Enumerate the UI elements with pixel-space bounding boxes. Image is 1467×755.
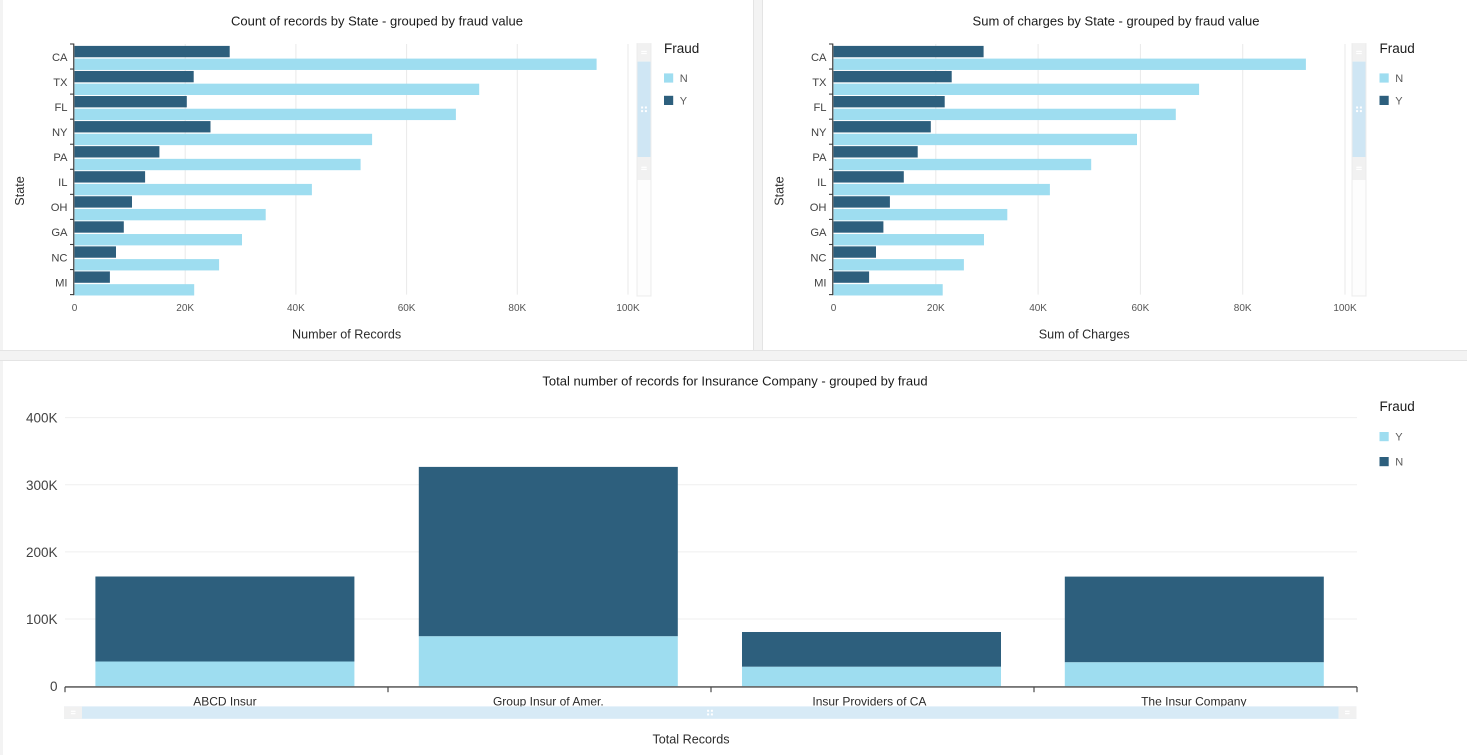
svg-text:Y: Y <box>1395 95 1403 107</box>
svg-text:NY: NY <box>811 127 827 139</box>
svg-text:300K: 300K <box>26 478 58 493</box>
svg-text:GA: GA <box>810 227 827 239</box>
svg-text:0: 0 <box>72 303 78 314</box>
svg-text:Count of records by State - gr: Count of records by State - grouped by f… <box>231 14 523 29</box>
svg-text:State: State <box>13 176 27 205</box>
svg-text:FL: FL <box>813 102 826 114</box>
svg-text:40K: 40K <box>287 303 305 314</box>
svg-text:State: State <box>773 176 787 205</box>
svg-text:CA: CA <box>52 52 68 64</box>
svg-text:N: N <box>1395 457 1403 469</box>
svg-text:100K: 100K <box>1333 303 1357 314</box>
svg-text:NY: NY <box>52 127 68 139</box>
svg-text:MI: MI <box>814 277 826 289</box>
svg-text:Group Insur of Amer.: Group Insur of Amer. <box>493 694 604 708</box>
svg-text:ABCD Insur: ABCD Insur <box>193 694 256 708</box>
svg-text:MI: MI <box>55 277 67 289</box>
svg-text:N: N <box>1395 73 1403 85</box>
svg-text:100K: 100K <box>26 612 58 627</box>
svg-text:OH: OH <box>51 202 68 214</box>
svg-text:Fraud: Fraud <box>1380 41 1415 56</box>
svg-text:Y: Y <box>1395 432 1403 444</box>
svg-text:60K: 60K <box>398 303 416 314</box>
svg-text:40K: 40K <box>1029 303 1047 314</box>
svg-text:Fraud: Fraud <box>664 41 699 56</box>
svg-text:Fraud: Fraud <box>1380 399 1415 414</box>
svg-text:OH: OH <box>810 202 827 214</box>
svg-text:TX: TX <box>53 77 68 89</box>
svg-text:NC: NC <box>51 252 67 264</box>
svg-text:Total number of records for In: Total number of records for Insurance Co… <box>542 374 927 389</box>
svg-text:Y: Y <box>680 95 688 107</box>
svg-text:Number of Records: Number of Records <box>292 327 401 341</box>
svg-text:GA: GA <box>51 227 68 239</box>
svg-text:FL: FL <box>54 102 67 114</box>
svg-text:100K: 100K <box>616 303 640 314</box>
svg-text:The Insur Company: The Insur Company <box>1141 694 1246 708</box>
svg-text:200K: 200K <box>26 545 58 560</box>
svg-text:80K: 80K <box>508 303 526 314</box>
svg-text:Sum of charges by State - grou: Sum of charges by State - grouped by fra… <box>973 14 1260 29</box>
svg-text:IL: IL <box>817 177 826 189</box>
svg-text:PA: PA <box>53 152 68 164</box>
svg-text:PA: PA <box>812 152 827 164</box>
svg-text:Sum of Charges: Sum of Charges <box>1039 327 1130 341</box>
svg-text:400K: 400K <box>26 411 58 426</box>
svg-text:80K: 80K <box>1234 303 1252 314</box>
svg-text:20K: 20K <box>176 303 194 314</box>
svg-text:20K: 20K <box>927 303 945 314</box>
svg-text:N: N <box>680 73 688 85</box>
svg-text:Insur Providers of CA: Insur Providers of CA <box>812 694 926 708</box>
svg-text:60K: 60K <box>1132 303 1150 314</box>
svg-text:0: 0 <box>50 679 58 694</box>
svg-text:Total Records: Total Records <box>653 733 730 747</box>
svg-text:NC: NC <box>810 252 826 264</box>
svg-text:IL: IL <box>58 177 67 189</box>
svg-text:0: 0 <box>831 303 837 314</box>
svg-text:TX: TX <box>812 77 827 89</box>
svg-text:CA: CA <box>811 52 827 64</box>
